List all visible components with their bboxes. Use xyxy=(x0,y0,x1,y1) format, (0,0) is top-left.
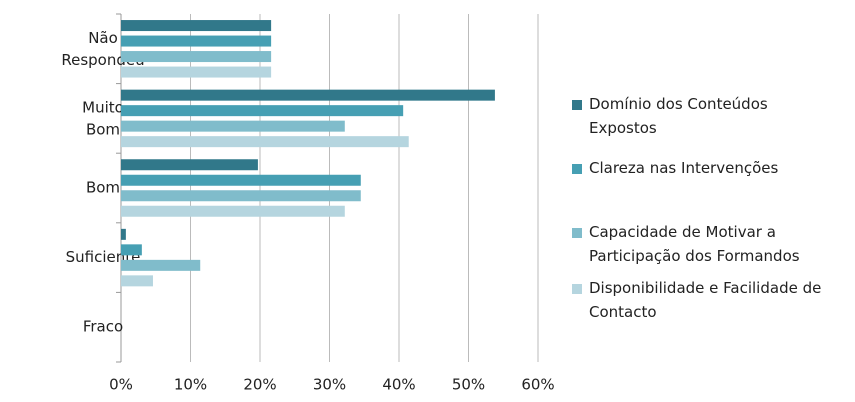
bar xyxy=(121,275,153,287)
y-tick-label: Bom xyxy=(86,179,120,197)
y-tick-label: Muito Bom xyxy=(82,98,124,138)
legend-label: Capacidade de Motivar a Participação dos… xyxy=(589,223,800,265)
bar xyxy=(121,228,126,240)
legend-swatch xyxy=(572,164,582,174)
x-tick-label: 0% xyxy=(109,376,133,394)
legend-swatch xyxy=(572,228,582,238)
legend-label: Domínio dos Conteúdos Expostos xyxy=(589,95,768,137)
bar xyxy=(121,89,495,101)
legend-item: Clareza nas Intervenções xyxy=(572,156,844,180)
x-tick-label: 10% xyxy=(174,376,207,394)
x-tick-label: 20% xyxy=(243,376,276,394)
bar xyxy=(121,244,142,256)
bar xyxy=(121,174,361,186)
bar xyxy=(121,205,345,217)
bar xyxy=(121,259,201,271)
bar xyxy=(121,66,272,78)
y-tick-label: Não Respondeu xyxy=(61,28,144,68)
x-tick-label: 40% xyxy=(382,376,415,394)
bar xyxy=(121,190,361,202)
x-tick-label: 30% xyxy=(313,376,346,394)
legend-item: Disponibilidade e Facilidade de Contacto xyxy=(572,276,844,324)
bar xyxy=(121,51,272,63)
bar xyxy=(121,120,345,132)
legend-item: Domínio dos Conteúdos Expostos xyxy=(572,92,779,140)
x-tick-label: 50% xyxy=(452,376,485,394)
y-tick-label: Fraco xyxy=(83,318,123,336)
bar xyxy=(121,105,404,117)
legend-label: Disponibilidade e Facilidade de Contacto xyxy=(589,279,822,321)
x-tick-label: 60% xyxy=(521,376,554,394)
bar xyxy=(121,20,272,32)
legend-label: Clareza nas Intervenções xyxy=(589,159,779,177)
bar xyxy=(121,35,272,47)
legend-swatch xyxy=(572,284,582,294)
plot: 0% 10% 20% 30% 40% 50% 60% Não Respondeu Muito Bom… xyxy=(61,13,555,394)
bar xyxy=(121,136,409,148)
legend-item: Capacidade de Motivar a Participação dos… xyxy=(572,220,844,268)
bar xyxy=(121,159,258,171)
legend-swatch xyxy=(572,100,582,110)
